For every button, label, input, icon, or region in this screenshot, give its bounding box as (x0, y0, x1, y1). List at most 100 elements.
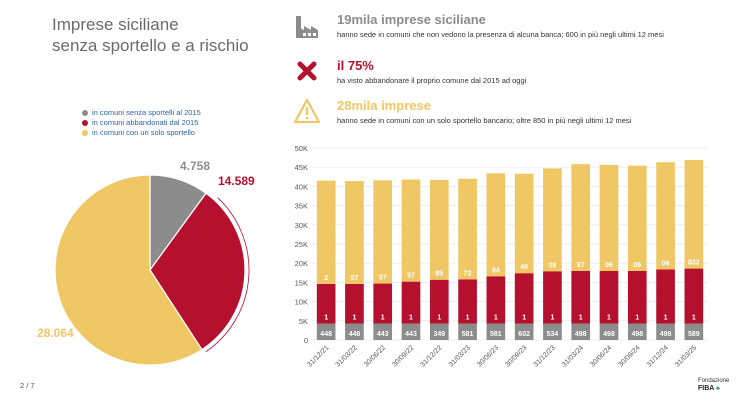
bar-data-label: 602 (518, 331, 530, 338)
x-tick-label: 31/03/23 (448, 344, 472, 368)
bar-data-label: 72 (464, 270, 472, 277)
bar-segment (543, 271, 562, 324)
bar-segment (373, 180, 393, 284)
legend-item: in comuni abbandonati dal 2015 (82, 118, 201, 128)
logo-mark-icon: ♣ (714, 386, 720, 392)
x-tick-label: 30/06/23 (476, 344, 500, 368)
bar-data-label: 94 (492, 267, 500, 274)
bar-data-label: 1 (579, 314, 583, 321)
bar-segment (429, 179, 449, 280)
bar-data-label: 87 (577, 262, 585, 269)
x-tick-label: 30/06/22 (363, 344, 387, 368)
x-tick-label: 30/06/24 (589, 344, 613, 368)
y-tick-label: 40K (295, 182, 308, 191)
bar-segment (684, 159, 704, 269)
bar-segment (599, 164, 619, 271)
bar-data-label: 57 (351, 275, 359, 282)
bar-segment (401, 179, 421, 282)
bar-data-label: 57 (407, 273, 415, 280)
bar-data-label: 1 (324, 314, 328, 321)
bar-segment (486, 276, 506, 324)
bar-segment (571, 323, 591, 340)
factory-icon (296, 16, 318, 38)
x-tick-label: 31/03/25 (674, 344, 698, 368)
bar-data-label: 1 (692, 314, 696, 321)
bar-segment (373, 283, 393, 324)
bar-segment (316, 283, 336, 324)
x-tick-label: 31/12/23 (533, 344, 557, 368)
bar-segment (514, 273, 534, 324)
bar-segment (486, 323, 506, 340)
bar-segment (656, 323, 675, 340)
bar-data-label: 06 (605, 262, 613, 269)
bar-data-label: 1 (437, 314, 441, 321)
bar-data-label: 1 (494, 314, 498, 321)
legend-dot-yellow (82, 130, 88, 136)
x-tick-label: 31/12/22 (419, 344, 443, 368)
bar-segment (627, 270, 647, 324)
bar-data-label: 581 (462, 331, 474, 338)
bar-data-label: 832 (688, 260, 700, 267)
bar-data-label: 1 (352, 314, 356, 321)
pie-slice (54, 174, 203, 366)
pie-data-label: 28.064 (37, 326, 74, 340)
x-tick-label: 31/12/21 (306, 344, 330, 368)
bar-data-label: 06 (662, 260, 670, 267)
x-tick-label: 30/09/24 (617, 344, 641, 368)
bar-segment (684, 323, 704, 340)
bar-segment (316, 180, 336, 284)
fiba-logo: Fondazione FIBA ♣ (698, 378, 729, 393)
bar-data-label: 448 (349, 331, 361, 338)
page-indicator: 2 / 7 (20, 381, 35, 390)
bar-data-label: 1 (607, 314, 611, 321)
bar-segment (345, 283, 364, 324)
bar-data-label: 349 (433, 331, 445, 338)
bar-data-label: 1 (466, 314, 470, 321)
legend-dot-gray (82, 110, 88, 116)
y-tick-label: 35K (295, 202, 308, 211)
stacked-bar-chart: 0 5K 10K 15K 20K 25K 30K 35K 40K 45K 50K 448 1 2 31/12… (295, 144, 708, 369)
legend-label: in comuni senza sportelli al 2015 (92, 108, 201, 117)
bar-segment (373, 323, 393, 340)
y-tick-label: 10K (295, 298, 308, 307)
bar-data-label: 498 (660, 331, 672, 338)
bar-data-label: 40 (520, 264, 528, 271)
stat-text: hanno sede in comuni che non vedono la p… (337, 30, 664, 39)
bar-data-label: 443 (377, 331, 389, 338)
bar-segment (599, 270, 619, 324)
legend-label: in comuni abbandonati dal 2015 (92, 118, 199, 127)
bar-segment (543, 323, 562, 340)
stat-text: hanno sede in comuni con un solo sportel… (337, 116, 632, 125)
legend-item: in comuni senza sportelli al 2015 (82, 108, 201, 118)
bar-data-label: 1 (664, 314, 668, 321)
bar-data-label: 534 (547, 331, 559, 338)
bar-segment (429, 323, 449, 340)
pie-slice (149, 192, 246, 351)
bar-segment (345, 181, 364, 284)
bar-segment (514, 173, 534, 274)
close-x-icon (297, 61, 317, 81)
y-tick-label: 30K (295, 221, 308, 230)
stat-headline: il 75% (337, 58, 374, 73)
bar-data-label: 57 (379, 275, 387, 282)
title-line-1: Imprese siciliane (52, 15, 179, 34)
bar-segment (543, 168, 562, 272)
pie-slice-outline (205, 197, 250, 353)
title-line-2: senza sportello e a rischio (52, 36, 249, 55)
bar-segment (316, 323, 336, 340)
pie-data-label: 14.589 (218, 174, 255, 188)
x-tick-label: 31/12/24 (646, 344, 670, 368)
bar-segment (345, 323, 364, 340)
bar-segment (571, 270, 591, 324)
bar-segment (599, 323, 619, 340)
logo-name: FIBA (698, 385, 715, 392)
stat-headline: 28mila imprese (337, 98, 431, 113)
y-tick-label: 5K (299, 317, 308, 326)
bar-data-label: 1 (409, 314, 413, 321)
legend-dot-red (82, 120, 88, 126)
bar-data-label: 06 (633, 262, 641, 269)
bar-segment (486, 173, 506, 277)
logo-caption: Fondazione (698, 378, 730, 384)
bar-segment (627, 323, 647, 340)
warning-icon (294, 98, 320, 124)
